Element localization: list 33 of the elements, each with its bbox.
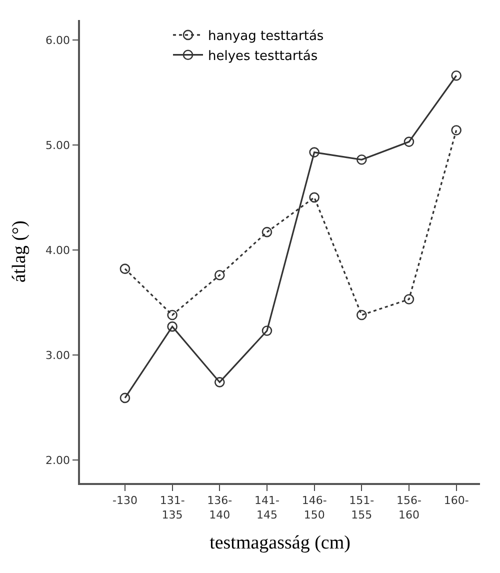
point	[262, 326, 272, 336]
x-tick-label: -130	[112, 494, 138, 507]
y-tick-label: 2.00	[46, 454, 70, 467]
point	[309, 147, 320, 158]
point	[356, 154, 367, 165]
y-tick-label: 4.00	[46, 244, 70, 257]
point	[451, 70, 462, 81]
x-tick-label: 141- 145	[254, 494, 280, 522]
x-axis-title: testmagasság (cm)	[210, 532, 350, 554]
point	[404, 136, 414, 147]
x-tick-label: 131- 135	[160, 494, 185, 522]
point	[262, 226, 272, 238]
point	[167, 321, 178, 332]
legend-label: hanyag testtartás	[208, 29, 324, 44]
point	[451, 125, 462, 136]
point	[356, 310, 367, 320]
point	[214, 270, 225, 280]
x-tick-label: 160-	[444, 494, 469, 507]
point	[120, 392, 130, 404]
point	[120, 264, 130, 274]
point	[309, 192, 320, 203]
y-tick-label: 3.00	[46, 348, 70, 362]
y-tick-label: 6.00	[46, 34, 70, 47]
point	[214, 377, 225, 388]
y-axis-title: átlag (°)	[8, 220, 30, 282]
point	[404, 294, 414, 304]
point	[167, 310, 178, 320]
legend-label: helyes testtartás	[208, 48, 318, 64]
x-tick-label: 136- 140	[207, 494, 232, 522]
x-tick-label: 156- 160	[396, 494, 422, 522]
x-tick-label: 151- 155	[349, 494, 374, 522]
x-tick-label: 146- 150	[302, 494, 327, 522]
y-tick-label: 5.00	[46, 138, 70, 152]
